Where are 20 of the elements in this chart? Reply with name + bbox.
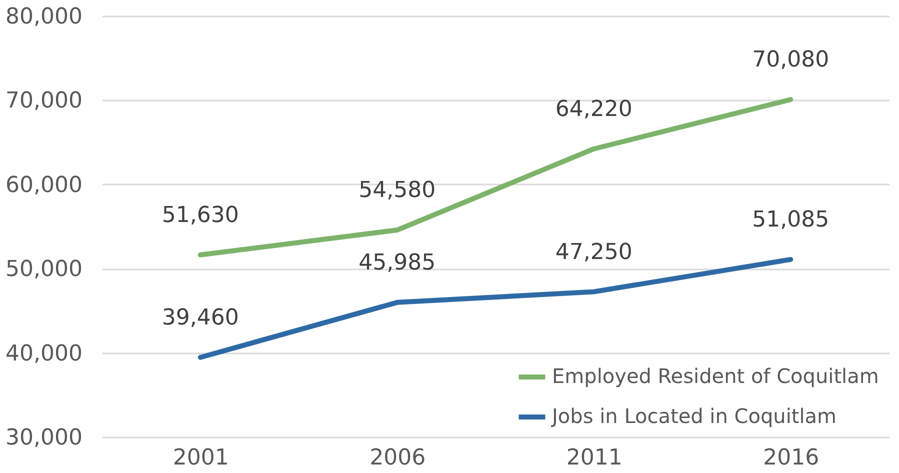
data-label: 51,630 (162, 202, 239, 228)
data-label: 39,460 (162, 305, 239, 330)
legend-label: Jobs in Located in Coquitlam (550, 404, 837, 428)
y-tick-label: 70,000 (6, 88, 82, 114)
y-tick-label: 80,000 (6, 4, 82, 30)
data-label: 64,220 (555, 96, 632, 122)
data-label: 51,085 (752, 207, 830, 232)
y-tick-label: 50,000 (6, 257, 82, 282)
data-label: 70,080 (752, 48, 830, 73)
x-tick-label: 2001 (172, 446, 229, 470)
x-tick-label: 2011 (566, 446, 622, 470)
y-tick-label: 60,000 (6, 172, 82, 198)
y-tick-label: 40,000 (6, 341, 82, 366)
x-tick-label: 2006 (370, 446, 426, 470)
data-label: 47,250 (555, 240, 632, 265)
data-label: 54,580 (358, 178, 436, 204)
legend-label: Employed Resident of Coquitlam (552, 364, 879, 388)
data-label: 45,985 (358, 250, 436, 276)
y-tick-label: 30,000 (6, 426, 82, 450)
x-tick-label: 2016 (763, 446, 820, 470)
